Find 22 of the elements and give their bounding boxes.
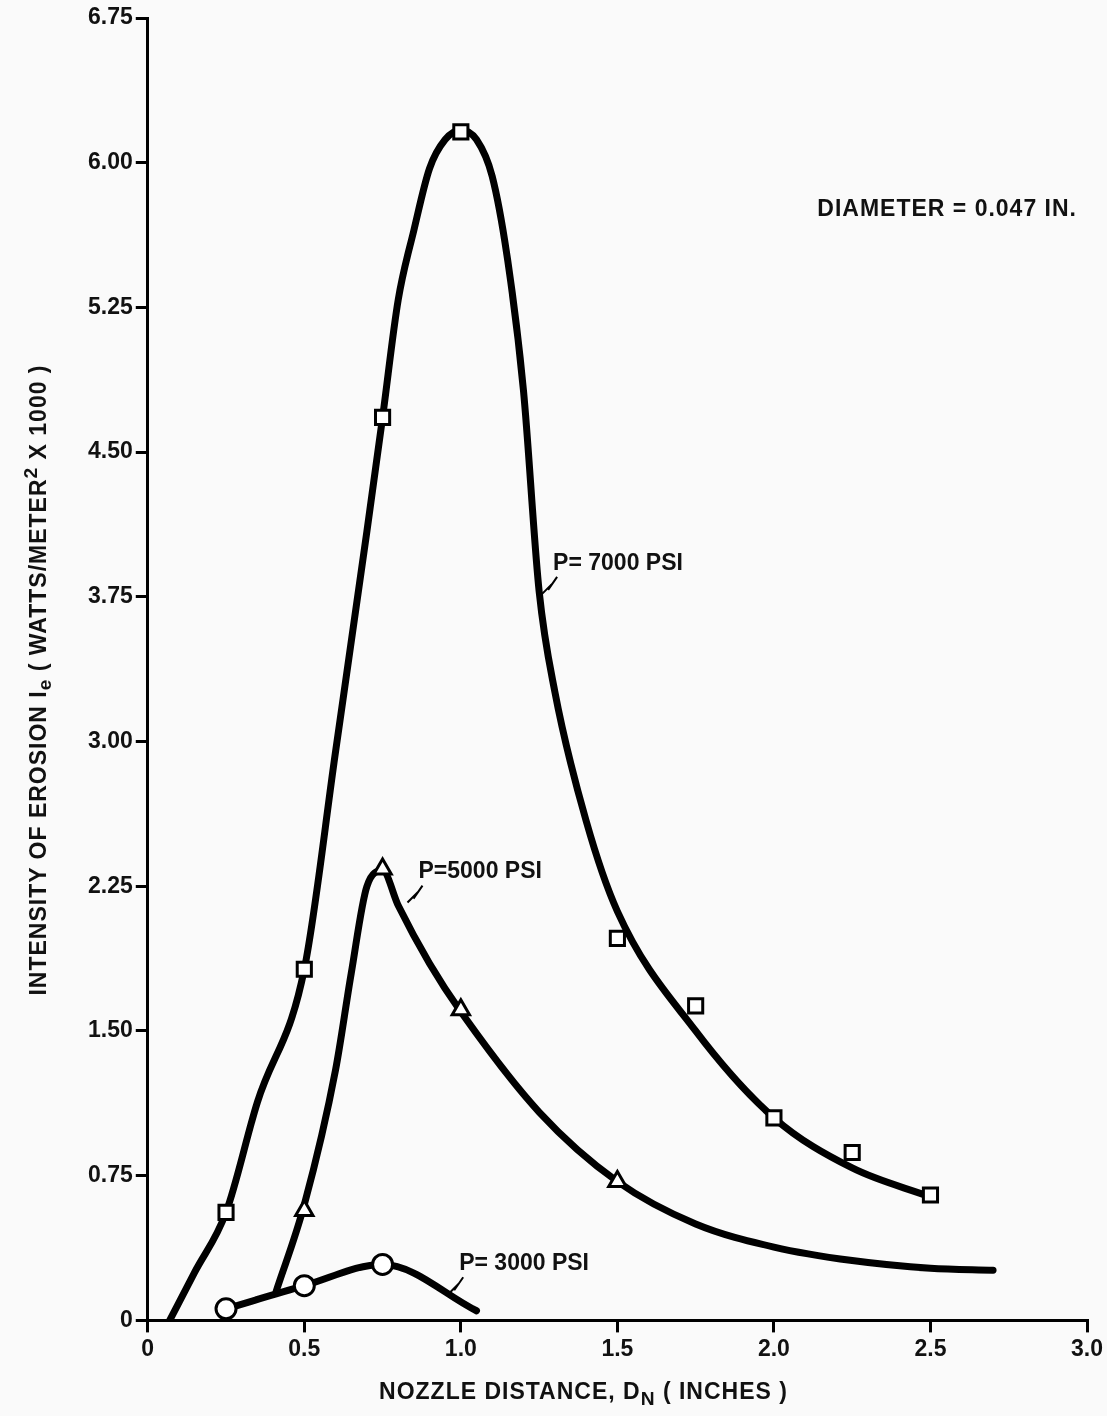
annotation: P= 7000 PSI (553, 548, 683, 575)
x-tick-label: 3.0 (1071, 1334, 1103, 1361)
y-tick-label: 0.75 (88, 1161, 133, 1188)
y-tick-label: 0 (119, 1305, 133, 1332)
y-tick-label: 3.00 (88, 726, 133, 753)
y-tick-label: 3.75 (88, 582, 133, 609)
y-tick-label: 2.25 (88, 871, 133, 898)
y-tick-label: 4.50 (88, 437, 133, 464)
x-tick-label: 2.5 (914, 1334, 947, 1361)
annotation: P=5000 PSI (418, 857, 542, 884)
x-tick-label: 0.5 (288, 1334, 321, 1361)
x-tick-label: 1.5 (601, 1334, 634, 1361)
annotation: P= 3000 PSI (459, 1249, 589, 1276)
x-axis-title: NOZZLE DISTANCE, D$_{N}$ ( INCHES ) (378, 1378, 789, 1410)
x-tick-label: 0 (141, 1334, 155, 1361)
x-tick-label: 1.0 (444, 1334, 477, 1361)
annotation: DIAMETER = 0.047 IN. (817, 195, 1077, 222)
y-tick-label: 6.75 (88, 3, 133, 30)
y-tick-label: 6.00 (88, 148, 133, 175)
y-tick-label: 1.50 (88, 1016, 133, 1043)
x-tick-label: 2.0 (757, 1334, 790, 1361)
y-tick-label: 5.25 (88, 292, 133, 319)
